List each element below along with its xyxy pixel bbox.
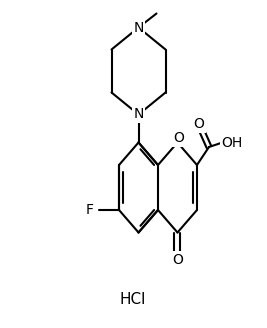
Text: O: O bbox=[173, 132, 184, 146]
Text: O: O bbox=[194, 117, 205, 131]
Text: O: O bbox=[172, 253, 183, 266]
Text: OH: OH bbox=[221, 136, 243, 150]
Text: N: N bbox=[133, 20, 144, 34]
Text: HCl: HCl bbox=[120, 293, 146, 308]
Text: N: N bbox=[133, 108, 144, 121]
Text: N: N bbox=[133, 20, 144, 34]
Text: F: F bbox=[86, 203, 94, 217]
Text: N: N bbox=[133, 108, 144, 121]
